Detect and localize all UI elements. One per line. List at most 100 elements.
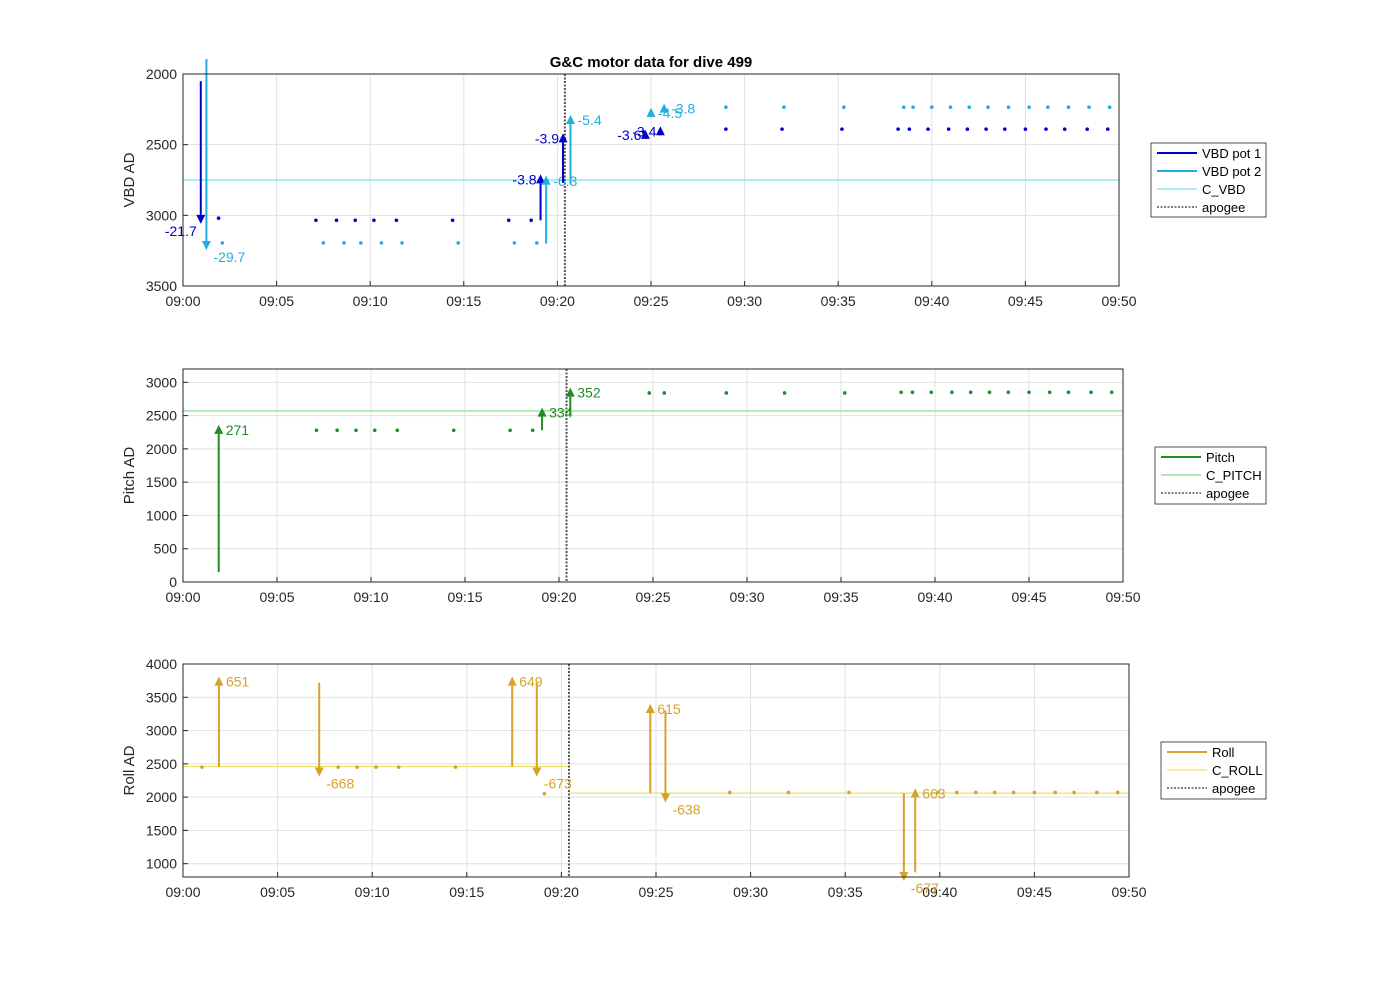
data-point <box>396 765 401 769</box>
series-points <box>200 765 1120 796</box>
data-point <box>946 127 951 131</box>
arrow-label: -3.4 <box>632 123 656 139</box>
data-point <box>506 218 511 223</box>
arrow-head <box>660 793 670 803</box>
data-point <box>987 390 992 395</box>
data-point <box>379 241 384 245</box>
data-point <box>926 127 930 131</box>
data-point <box>342 241 346 245</box>
arrow-label: 649 <box>519 674 543 690</box>
y-tick-label: 2000 <box>146 441 177 457</box>
legend-label: VBD pot 1 <box>1202 146 1261 161</box>
x-tick-label: 09:05 <box>260 884 295 900</box>
data-point <box>724 127 728 131</box>
x-tick-label: 09:05 <box>259 293 294 309</box>
x-tick-label: 09:40 <box>922 884 957 900</box>
x-tick-label: 09:45 <box>1017 884 1052 900</box>
x-tick-label: 09:45 <box>1011 589 1046 605</box>
data-point <box>336 765 340 769</box>
axes-box <box>182 663 1130 878</box>
data-point <box>1089 390 1093 395</box>
arrow-head <box>558 133 568 143</box>
arrow-head <box>565 387 575 397</box>
arrow-head <box>899 871 909 881</box>
data-point <box>1087 105 1091 110</box>
data-point <box>1003 127 1007 131</box>
data-point <box>967 105 972 110</box>
series-points <box>314 390 1114 433</box>
data-point <box>965 127 970 131</box>
arrow-head <box>314 767 324 777</box>
data-point <box>512 241 517 245</box>
y-axis-label: Roll AD <box>121 745 138 795</box>
data-point <box>529 218 533 223</box>
x-tick-label: 09:00 <box>165 884 200 900</box>
data-point <box>1109 390 1114 395</box>
data-point <box>1066 390 1071 395</box>
arrow-head <box>201 240 211 250</box>
arrow-head <box>645 703 655 713</box>
data-point <box>1105 127 1110 131</box>
arrow-head <box>507 676 517 686</box>
arrow-label: -3.8 <box>671 101 695 117</box>
arrow-head <box>640 129 650 139</box>
data-point <box>334 218 339 223</box>
arrow-label: 663 <box>922 785 946 801</box>
data-point <box>930 105 934 110</box>
data-point <box>1044 127 1048 131</box>
data-point <box>372 218 376 223</box>
arrow-head <box>537 407 547 417</box>
y-tick-label: 500 <box>154 541 178 557</box>
data-point <box>1032 790 1037 795</box>
data-point <box>929 390 934 395</box>
y-tick-label: 3000 <box>146 723 177 739</box>
data-point <box>842 105 846 110</box>
x-tick-label: 09:15 <box>447 589 482 605</box>
legend-label: apogee <box>1202 200 1245 215</box>
data-point <box>896 127 900 131</box>
arrow-head <box>214 424 224 434</box>
data-point <box>314 428 319 433</box>
y-tick-label: 1500 <box>146 474 177 490</box>
x-tick-label: 09:35 <box>828 884 863 900</box>
y-tick-label: 4000 <box>146 656 177 672</box>
x-tick-label: 09:30 <box>729 589 764 605</box>
arrow-head <box>536 174 546 184</box>
data-point <box>724 105 728 110</box>
chart-panel-3: 09:00 09:05 09:10 09:15 09:20 09:25 09:30 09:35… <box>121 656 1267 900</box>
legend-label: apogee <box>1206 486 1249 501</box>
data-point <box>1115 790 1120 795</box>
x-tick-label: 09:25 <box>638 884 673 900</box>
x-tick-label: 09:40 <box>914 293 949 309</box>
x-tick-label: 09:30 <box>733 884 768 900</box>
axes-box <box>182 73 1120 287</box>
arrow-label: 651 <box>226 674 250 690</box>
data-point <box>955 790 959 795</box>
data-point <box>782 105 786 110</box>
x-tick-label: 09:35 <box>823 589 858 605</box>
data-point <box>973 790 978 795</box>
figure-title: G&C motor data for dive 499 <box>550 54 753 71</box>
x-tick-label: 09:05 <box>259 589 294 605</box>
data-point <box>647 391 652 395</box>
x-tick-label: 09:10 <box>355 884 390 900</box>
x-tick-label: 09:35 <box>821 293 856 309</box>
y-tick-label: 2000 <box>146 66 177 82</box>
data-point <box>840 127 844 131</box>
y-tick-label: 2500 <box>146 137 177 153</box>
arrow-head <box>910 788 920 798</box>
data-point <box>1006 105 1011 110</box>
arrow-label: -638 <box>672 801 700 817</box>
data-point <box>662 391 667 395</box>
data-point <box>395 428 400 433</box>
chart-panel-2: 09:00 09:05 09:10 09:15 09:20 09:25 09:30 09:35… <box>121 368 1267 605</box>
y-tick-label: 1500 <box>146 822 177 838</box>
data-point <box>724 391 729 395</box>
data-point <box>1072 790 1076 795</box>
arrow-label: -668 <box>326 775 354 791</box>
y-tick-label: 2500 <box>146 756 177 772</box>
data-point <box>1095 790 1099 795</box>
data-point <box>355 765 359 769</box>
data-point <box>456 241 460 245</box>
